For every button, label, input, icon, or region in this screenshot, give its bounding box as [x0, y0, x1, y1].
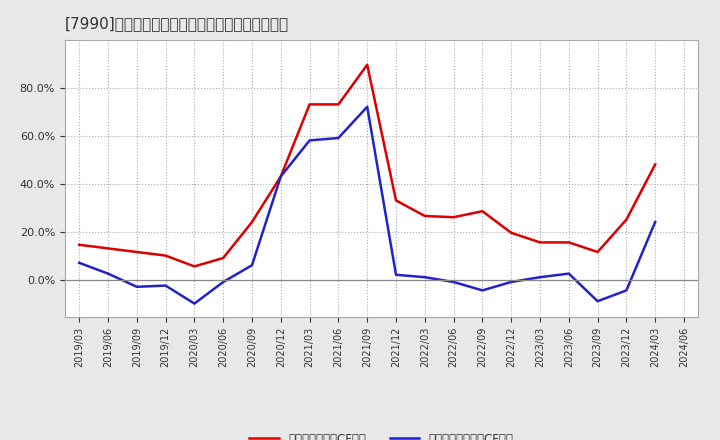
有利子負債営業CF比率	[305, 102, 314, 107]
有利子負債営業CF比率	[564, 240, 573, 245]
有利子負債フリーCF比率	[363, 104, 372, 110]
有利子負債営業CF比率	[334, 102, 343, 107]
有利子負債営業CF比率	[219, 255, 228, 260]
有利子負債フリーCF比率	[420, 275, 429, 280]
有利子負債営業CF比率	[132, 249, 141, 255]
Text: [7990]　有利子負債キャッシュフロー比率の推移: [7990] 有利子負債キャッシュフロー比率の推移	[65, 16, 289, 32]
有利子負債営業CF比率	[276, 174, 285, 179]
有利子負債フリーCF比率	[564, 271, 573, 276]
有利子負債フリーCF比率	[507, 279, 516, 285]
有利子負債営業CF比率	[593, 249, 602, 255]
有利子負債営業CF比率	[651, 162, 660, 167]
有利子負債フリーCF比率	[478, 288, 487, 293]
有利子負債営業CF比率	[420, 213, 429, 219]
Legend: 有利子負債営業CF比率, 有利子負債フリーCF比率: 有利子負債営業CF比率, 有利子負債フリーCF比率	[245, 428, 518, 440]
有利子負債営業CF比率	[507, 230, 516, 235]
有利子負債営業CF比率	[104, 246, 112, 251]
有利子負債フリーCF比率	[449, 279, 458, 285]
有利子負債フリーCF比率	[305, 138, 314, 143]
有利子負債フリーCF比率	[161, 283, 170, 288]
有利子負債営業CF比率	[449, 215, 458, 220]
有利子負債フリーCF比率	[536, 275, 544, 280]
有利子負債営業CF比率	[536, 240, 544, 245]
有利子負債フリーCF比率	[104, 271, 112, 276]
有利子負債営業CF比率	[75, 242, 84, 247]
有利子負債営業CF比率	[478, 209, 487, 214]
有利子負債フリーCF比率	[132, 284, 141, 290]
有利子負債フリーCF比率	[622, 288, 631, 293]
有利子負債フリーCF比率	[190, 301, 199, 306]
有利子負債営業CF比率	[190, 264, 199, 269]
有利子負債フリーCF比率	[75, 260, 84, 265]
有利子負債フリーCF比率	[593, 299, 602, 304]
有利子負債営業CF比率	[622, 217, 631, 222]
有利子負債営業CF比率	[363, 62, 372, 67]
有利子負債営業CF比率	[248, 220, 256, 225]
有利子負債営業CF比率	[161, 253, 170, 258]
有利子負債営業CF比率	[392, 198, 400, 203]
Line: 有利子負債営業CF比率: 有利子負債営業CF比率	[79, 65, 655, 266]
有利子負債フリーCF比率	[334, 136, 343, 141]
有利子負債フリーCF比率	[651, 220, 660, 225]
有利子負債フリーCF比率	[392, 272, 400, 278]
有利子負債フリーCF比率	[219, 279, 228, 285]
Line: 有利子負債フリーCF比率: 有利子負債フリーCF比率	[79, 107, 655, 304]
有利子負債フリーCF比率	[276, 174, 285, 179]
有利子負債フリーCF比率	[248, 263, 256, 268]
